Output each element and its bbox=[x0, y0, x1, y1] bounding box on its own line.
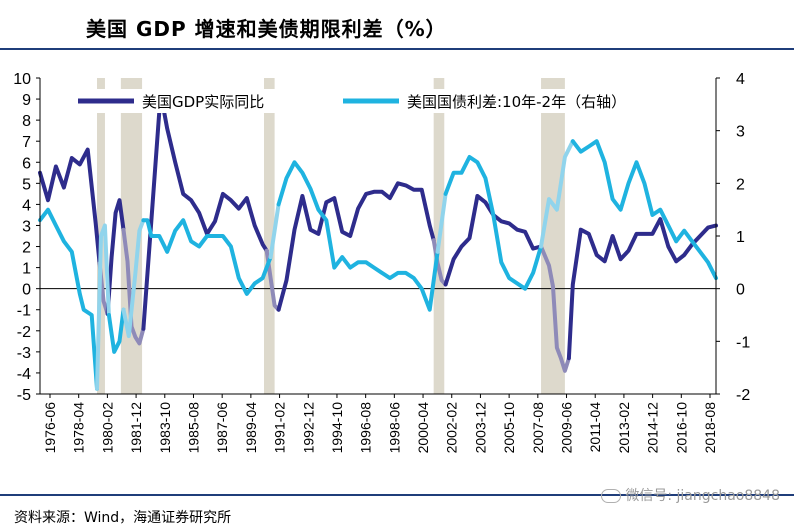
left-tick-label: -4 bbox=[17, 366, 31, 383]
x-tick-label: 1991-02 bbox=[272, 402, 288, 454]
x-tick-label: 1980-02 bbox=[99, 402, 115, 454]
x-tick-label: 1998-06 bbox=[386, 402, 402, 454]
left-tick-label: 2 bbox=[22, 240, 31, 257]
footer-divider bbox=[0, 494, 794, 496]
right-tick-label: 3 bbox=[736, 124, 745, 141]
series-1-line-0 bbox=[38, 147, 102, 266]
series-1-line-4 bbox=[141, 105, 269, 331]
x-tick-label: 2013-02 bbox=[616, 402, 632, 454]
series-2-line-9 bbox=[539, 139, 575, 249]
left-tick-label: 5 bbox=[22, 176, 31, 193]
watermark-text: 微信号: jiangchao8848 bbox=[625, 488, 780, 504]
series-2-line-1 bbox=[95, 223, 111, 391]
x-tick-label: 1981-12 bbox=[128, 402, 144, 454]
source-note: 资料来源：Wind，海通证券研究所 bbox=[14, 510, 232, 526]
legend-bg-1 bbox=[341, 89, 711, 113]
x-tick-label: 1987-06 bbox=[214, 402, 230, 454]
left-tick-label: 9 bbox=[22, 92, 31, 109]
x-tick-label: 2018-08 bbox=[702, 402, 718, 454]
series-1-line-9 bbox=[539, 244, 571, 373]
legend-label-0: 美国GDP实际同比 bbox=[142, 93, 264, 111]
gdp-spread-chart: -5 -4 -3 -2 -1 0 1 2 3 4 5 6 7 8 9 10 -2 -1 0 1 2 3 4 1976-06… bbox=[13, 71, 750, 454]
wechat-icon bbox=[601, 489, 622, 503]
left-tick-label: -1 bbox=[17, 303, 31, 320]
series-2-line-5 bbox=[268, 202, 281, 260]
x-tick-label: 1992-12 bbox=[300, 402, 316, 454]
series-2-line-6 bbox=[276, 160, 440, 312]
series-1-line-10 bbox=[566, 217, 718, 361]
left-tick-label: 7 bbox=[22, 134, 31, 151]
series-2-line-2 bbox=[106, 307, 126, 354]
left-tick-label: 8 bbox=[22, 113, 31, 130]
series-1-line-6 bbox=[276, 181, 436, 312]
x-tick-label: 2011-04 bbox=[587, 402, 603, 453]
right-tick-label: -2 bbox=[736, 387, 750, 404]
series-2-line-0 bbox=[38, 207, 99, 391]
right-tick-label: 4 bbox=[736, 71, 745, 88]
right-tick-label: 0 bbox=[736, 282, 745, 299]
left-tick-label: 10 bbox=[13, 71, 31, 88]
series-2-line-8 bbox=[443, 155, 543, 291]
left-tick-label: 0 bbox=[22, 282, 31, 299]
left-tick-label: 6 bbox=[22, 155, 31, 172]
series-2-line-3 bbox=[121, 218, 146, 339]
left-tick-label: 1 bbox=[22, 261, 31, 278]
x-tick-label: 2000-04 bbox=[415, 402, 431, 454]
x-tick-label: 2002-02 bbox=[444, 402, 460, 454]
title-divider bbox=[0, 48, 794, 50]
x-tick-label: 1978-04 bbox=[71, 402, 87, 454]
chart-title: 美国 GDP 增速和美债期限利差（%） bbox=[86, 17, 447, 41]
x-tick-label: 2005-10 bbox=[501, 402, 517, 454]
x-tick-label: 2016-10 bbox=[673, 402, 689, 454]
x-tick-label: 1994-10 bbox=[329, 402, 345, 454]
x-tick-label: 2014-12 bbox=[645, 402, 661, 454]
recession-band-2 bbox=[264, 78, 275, 394]
series-1-line-2 bbox=[105, 198, 126, 316]
left-tick-label: -3 bbox=[17, 345, 31, 362]
x-tick-label: 1976-06 bbox=[42, 402, 58, 454]
x-tick-label: 2007-08 bbox=[530, 402, 546, 454]
series-1-line-3 bbox=[121, 227, 146, 346]
recession-band-4 bbox=[541, 78, 565, 394]
right-tick-label: -1 bbox=[736, 334, 750, 351]
series-2-line-4 bbox=[141, 218, 273, 296]
left-tick-label: -2 bbox=[17, 324, 31, 341]
x-tick-label: 1996-08 bbox=[358, 402, 374, 454]
left-tick-label: 4 bbox=[22, 197, 31, 214]
x-tick-label: 1983-10 bbox=[157, 402, 173, 454]
x-tick-label: 1985-08 bbox=[185, 402, 201, 454]
left-tick-label: -5 bbox=[17, 387, 31, 404]
x-tick-label: 1989-04 bbox=[243, 402, 259, 454]
right-tick-label: 1 bbox=[736, 229, 745, 246]
series-2-line-7 bbox=[435, 191, 448, 254]
left-tick-label: 3 bbox=[22, 218, 31, 235]
series-2-line-10 bbox=[570, 139, 718, 281]
x-tick-label: 2009-06 bbox=[559, 402, 575, 454]
legend-label-1: 美国国债利差:10年-2年（右轴） bbox=[407, 93, 626, 111]
right-tick-label: 2 bbox=[736, 176, 745, 193]
x-tick-label: 2003-12 bbox=[472, 402, 488, 454]
watermark: 微信号: jiangchao8848 bbox=[601, 485, 780, 505]
